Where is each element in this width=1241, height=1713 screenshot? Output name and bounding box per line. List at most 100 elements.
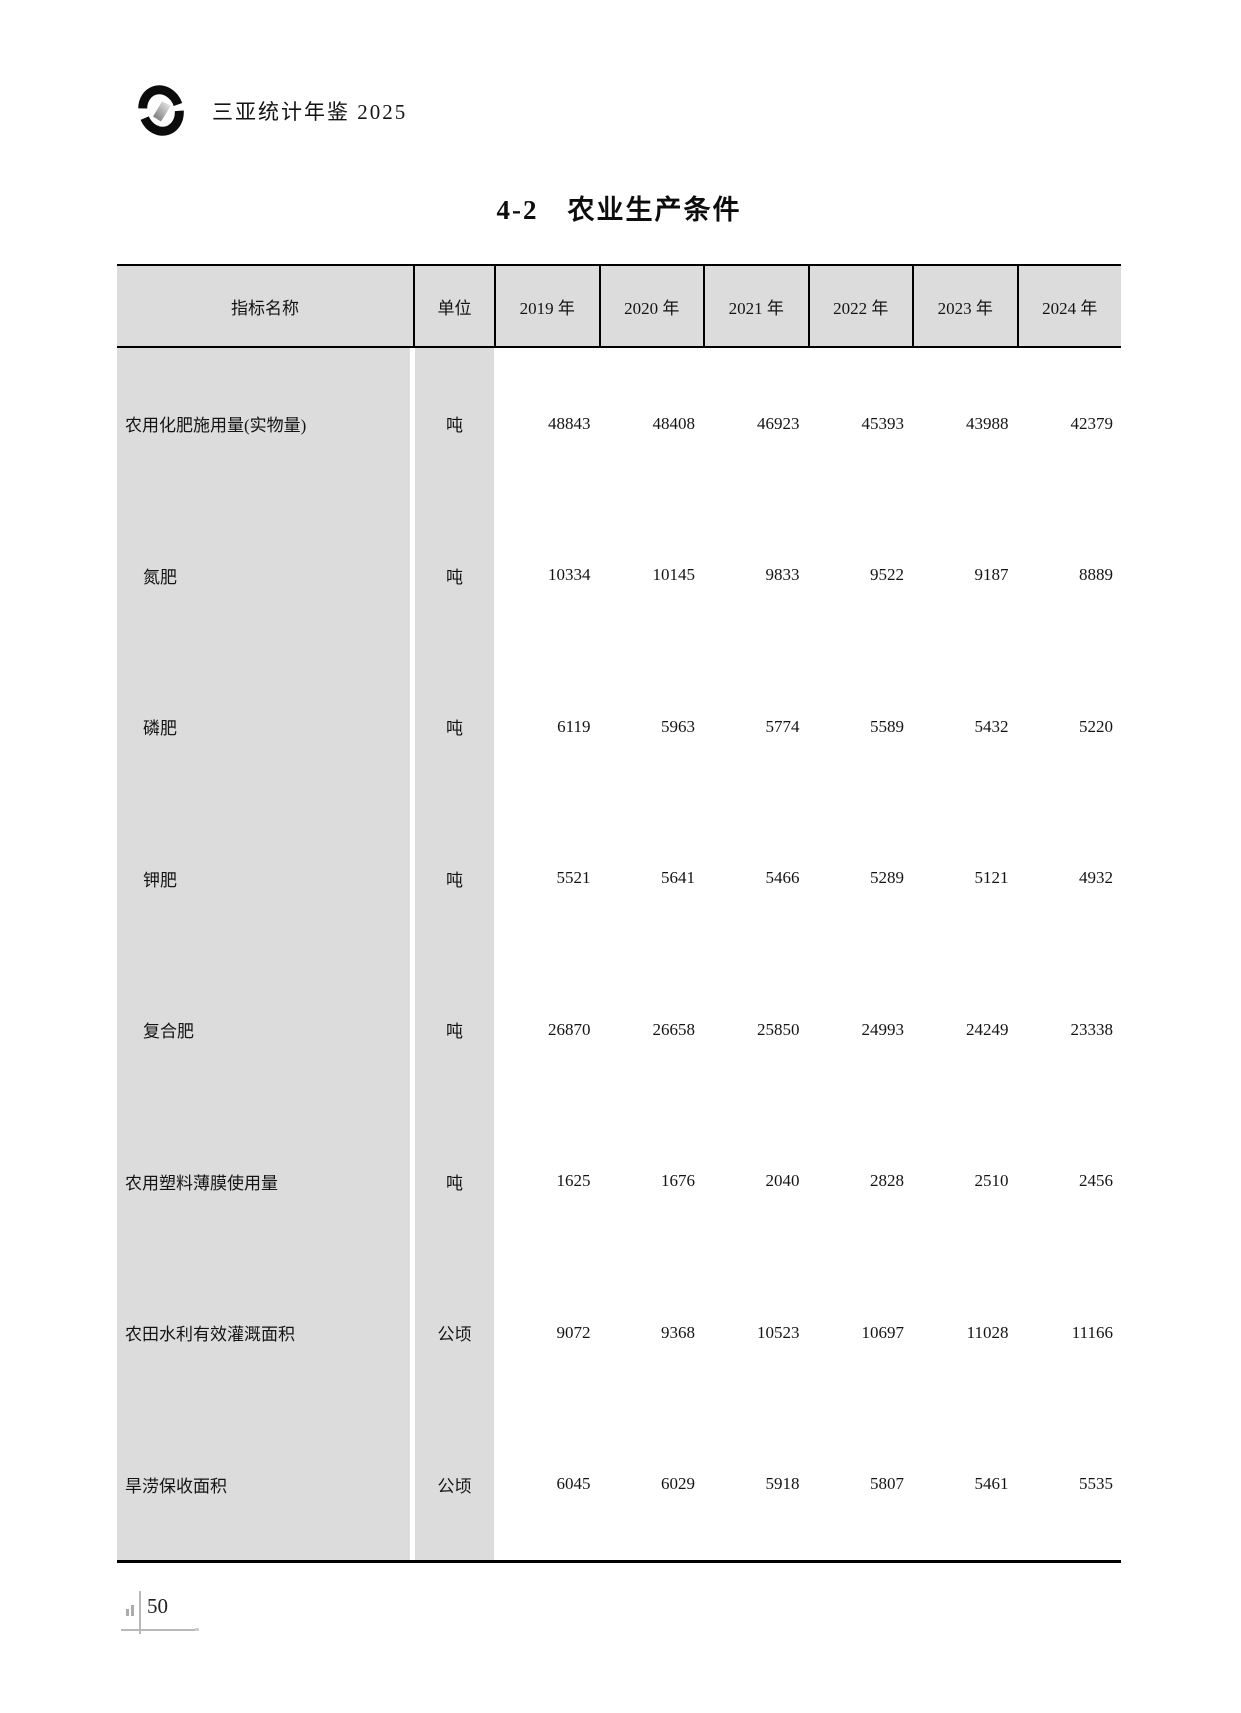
- value-cell: 42379: [1016, 348, 1121, 500]
- value-cell: 46923: [703, 348, 808, 500]
- column-gutter: [410, 348, 415, 500]
- value-cell: 5774: [703, 651, 808, 803]
- yearbook-logo-icon: [138, 85, 184, 136]
- value-cell: 5432: [912, 651, 1017, 803]
- value-cell: 5641: [598, 802, 703, 954]
- header-cell-year-2024: 2024 年: [1016, 266, 1122, 346]
- indicator-cell: 农用化肥施用量(实物量): [117, 348, 410, 500]
- value-cell: 9522: [807, 499, 912, 651]
- unit-cell: 吨: [415, 802, 494, 954]
- data-table: 指标名称 单位 2019 年 2020 年 2021 年 2022 年 2023…: [117, 264, 1121, 1563]
- indicator-cell: 旱涝保收面积: [117, 1408, 410, 1560]
- value-cell: 5963: [598, 651, 703, 803]
- value-cell: 5220: [1016, 651, 1121, 803]
- table-row: 农田水利有效灌溉面积 公顷 9072 9368 10523 10697 1102…: [117, 1257, 1121, 1409]
- page-number: 50: [147, 1594, 168, 1618]
- table-header-row: 指标名称 单位 2019 年 2020 年 2021 年 2022 年 2023…: [117, 264, 1121, 348]
- value-cell: 2510: [912, 1105, 1017, 1257]
- value-cell: 43988: [912, 348, 1017, 500]
- value-cell: 5461: [912, 1408, 1017, 1560]
- indicator-cell: 磷肥: [117, 651, 410, 803]
- table-row: 农用塑料薄膜使用量 吨 1625 1676 2040 2828 2510 245…: [117, 1105, 1121, 1257]
- value-cell: 5589: [807, 651, 912, 803]
- indicator-cell: 氮肥: [117, 499, 410, 651]
- value-cell: 24249: [912, 954, 1017, 1106]
- unit-cell: 吨: [415, 1105, 494, 1257]
- value-cell: 23338: [1016, 954, 1121, 1106]
- value-cell: 5121: [912, 802, 1017, 954]
- column-gutter: [410, 1105, 415, 1257]
- indicator-cell: 复合肥: [117, 954, 410, 1106]
- column-gutter: [410, 1257, 415, 1409]
- value-cell: 6119: [494, 651, 599, 803]
- crop-mark-vertical: [139, 1591, 141, 1634]
- column-gutter: [410, 1408, 415, 1560]
- indicator-cell: 农田水利有效灌溉面积: [117, 1257, 410, 1409]
- column-gutter: [410, 651, 415, 803]
- value-cell: 8889: [1016, 499, 1121, 651]
- value-cell: 26658: [598, 954, 703, 1106]
- header-cell-year-2019: 2019 年: [494, 266, 599, 346]
- value-cell: 48408: [598, 348, 703, 500]
- crop-mark-tick: [195, 1628, 199, 1631]
- indicator-cell: 钾肥: [117, 802, 410, 954]
- column-gutter: [410, 802, 415, 954]
- brand-title: 三亚统计年鉴 2025: [212, 100, 408, 124]
- value-cell: 2828: [807, 1105, 912, 1257]
- value-cell: 5289: [807, 802, 912, 954]
- unit-cell: 吨: [415, 348, 494, 500]
- value-cell: 5535: [1016, 1408, 1121, 1560]
- unit-cell: 吨: [415, 651, 494, 803]
- value-cell: 9368: [598, 1257, 703, 1409]
- value-cell: 10697: [807, 1257, 912, 1409]
- value-cell: 4932: [1016, 802, 1121, 954]
- table-row: 钾肥 吨 5521 5641 5466 5289 5121 4932: [117, 802, 1121, 954]
- value-cell: 48843: [494, 348, 599, 500]
- header-cell-year-2021: 2021 年: [703, 266, 808, 346]
- header-cell-year-2020: 2020 年: [598, 266, 704, 346]
- value-cell: 9187: [912, 499, 1017, 651]
- value-cell: 1625: [494, 1105, 599, 1257]
- value-cell: 5807: [807, 1408, 912, 1560]
- value-cell: 2040: [703, 1105, 808, 1257]
- table-body: 农用化肥施用量(实物量) 吨 48843 48408 46923 45393 4…: [117, 348, 1121, 1563]
- unit-cell: 公顷: [415, 1257, 494, 1409]
- table-row: 复合肥 吨 26870 26658 25850 24993 24249 2333…: [117, 954, 1121, 1106]
- value-cell: 5466: [703, 802, 808, 954]
- value-cell: 11166: [1016, 1257, 1121, 1409]
- crop-mark-tick: [131, 1605, 134, 1616]
- value-cell: 26870: [494, 954, 599, 1106]
- table-row: 农用化肥施用量(实物量) 吨 48843 48408 46923 45393 4…: [117, 348, 1121, 500]
- value-cell: 6045: [494, 1408, 599, 1560]
- value-cell: 10523: [703, 1257, 808, 1409]
- value-cell: 6029: [598, 1408, 703, 1560]
- value-cell: 2456: [1016, 1105, 1121, 1257]
- value-cell: 5521: [494, 802, 599, 954]
- unit-cell: 吨: [415, 499, 494, 651]
- header-cell-indicator: 指标名称: [231, 298, 299, 318]
- value-cell: 5918: [703, 1408, 808, 1560]
- header-cell-year-2023: 2023 年: [912, 266, 1017, 346]
- page-title: 4-2 农业生产条件: [496, 195, 742, 226]
- table-row: 磷肥 吨 6119 5963 5774 5589 5432 5220: [117, 651, 1121, 803]
- value-cell: 10145: [598, 499, 703, 651]
- value-cell: 9072: [494, 1257, 599, 1409]
- value-cell: 9833: [703, 499, 808, 651]
- table-row: 氮肥 吨 10334 10145 9833 9522 9187 8889: [117, 499, 1121, 651]
- value-cell: 10334: [494, 499, 599, 651]
- value-cell: 24993: [807, 954, 912, 1106]
- value-cell: 11028: [912, 1257, 1017, 1409]
- crop-mark-tick: [126, 1609, 129, 1616]
- table-row: 旱涝保收面积 公顷 6045 6029 5918 5807 5461 5535: [117, 1408, 1121, 1560]
- value-cell: 45393: [807, 348, 912, 500]
- crop-mark-horizontal: [121, 1629, 195, 1631]
- indicator-cell: 农用塑料薄膜使用量: [117, 1105, 410, 1257]
- column-gutter: [410, 499, 415, 651]
- header-cell-year-2022: 2022 年: [807, 266, 913, 346]
- value-cell: 25850: [703, 954, 808, 1106]
- unit-cell: 吨: [415, 954, 494, 1106]
- unit-cell: 公顷: [415, 1408, 494, 1560]
- column-gutter: [410, 954, 415, 1106]
- header-cell-unit: 单位: [413, 266, 494, 346]
